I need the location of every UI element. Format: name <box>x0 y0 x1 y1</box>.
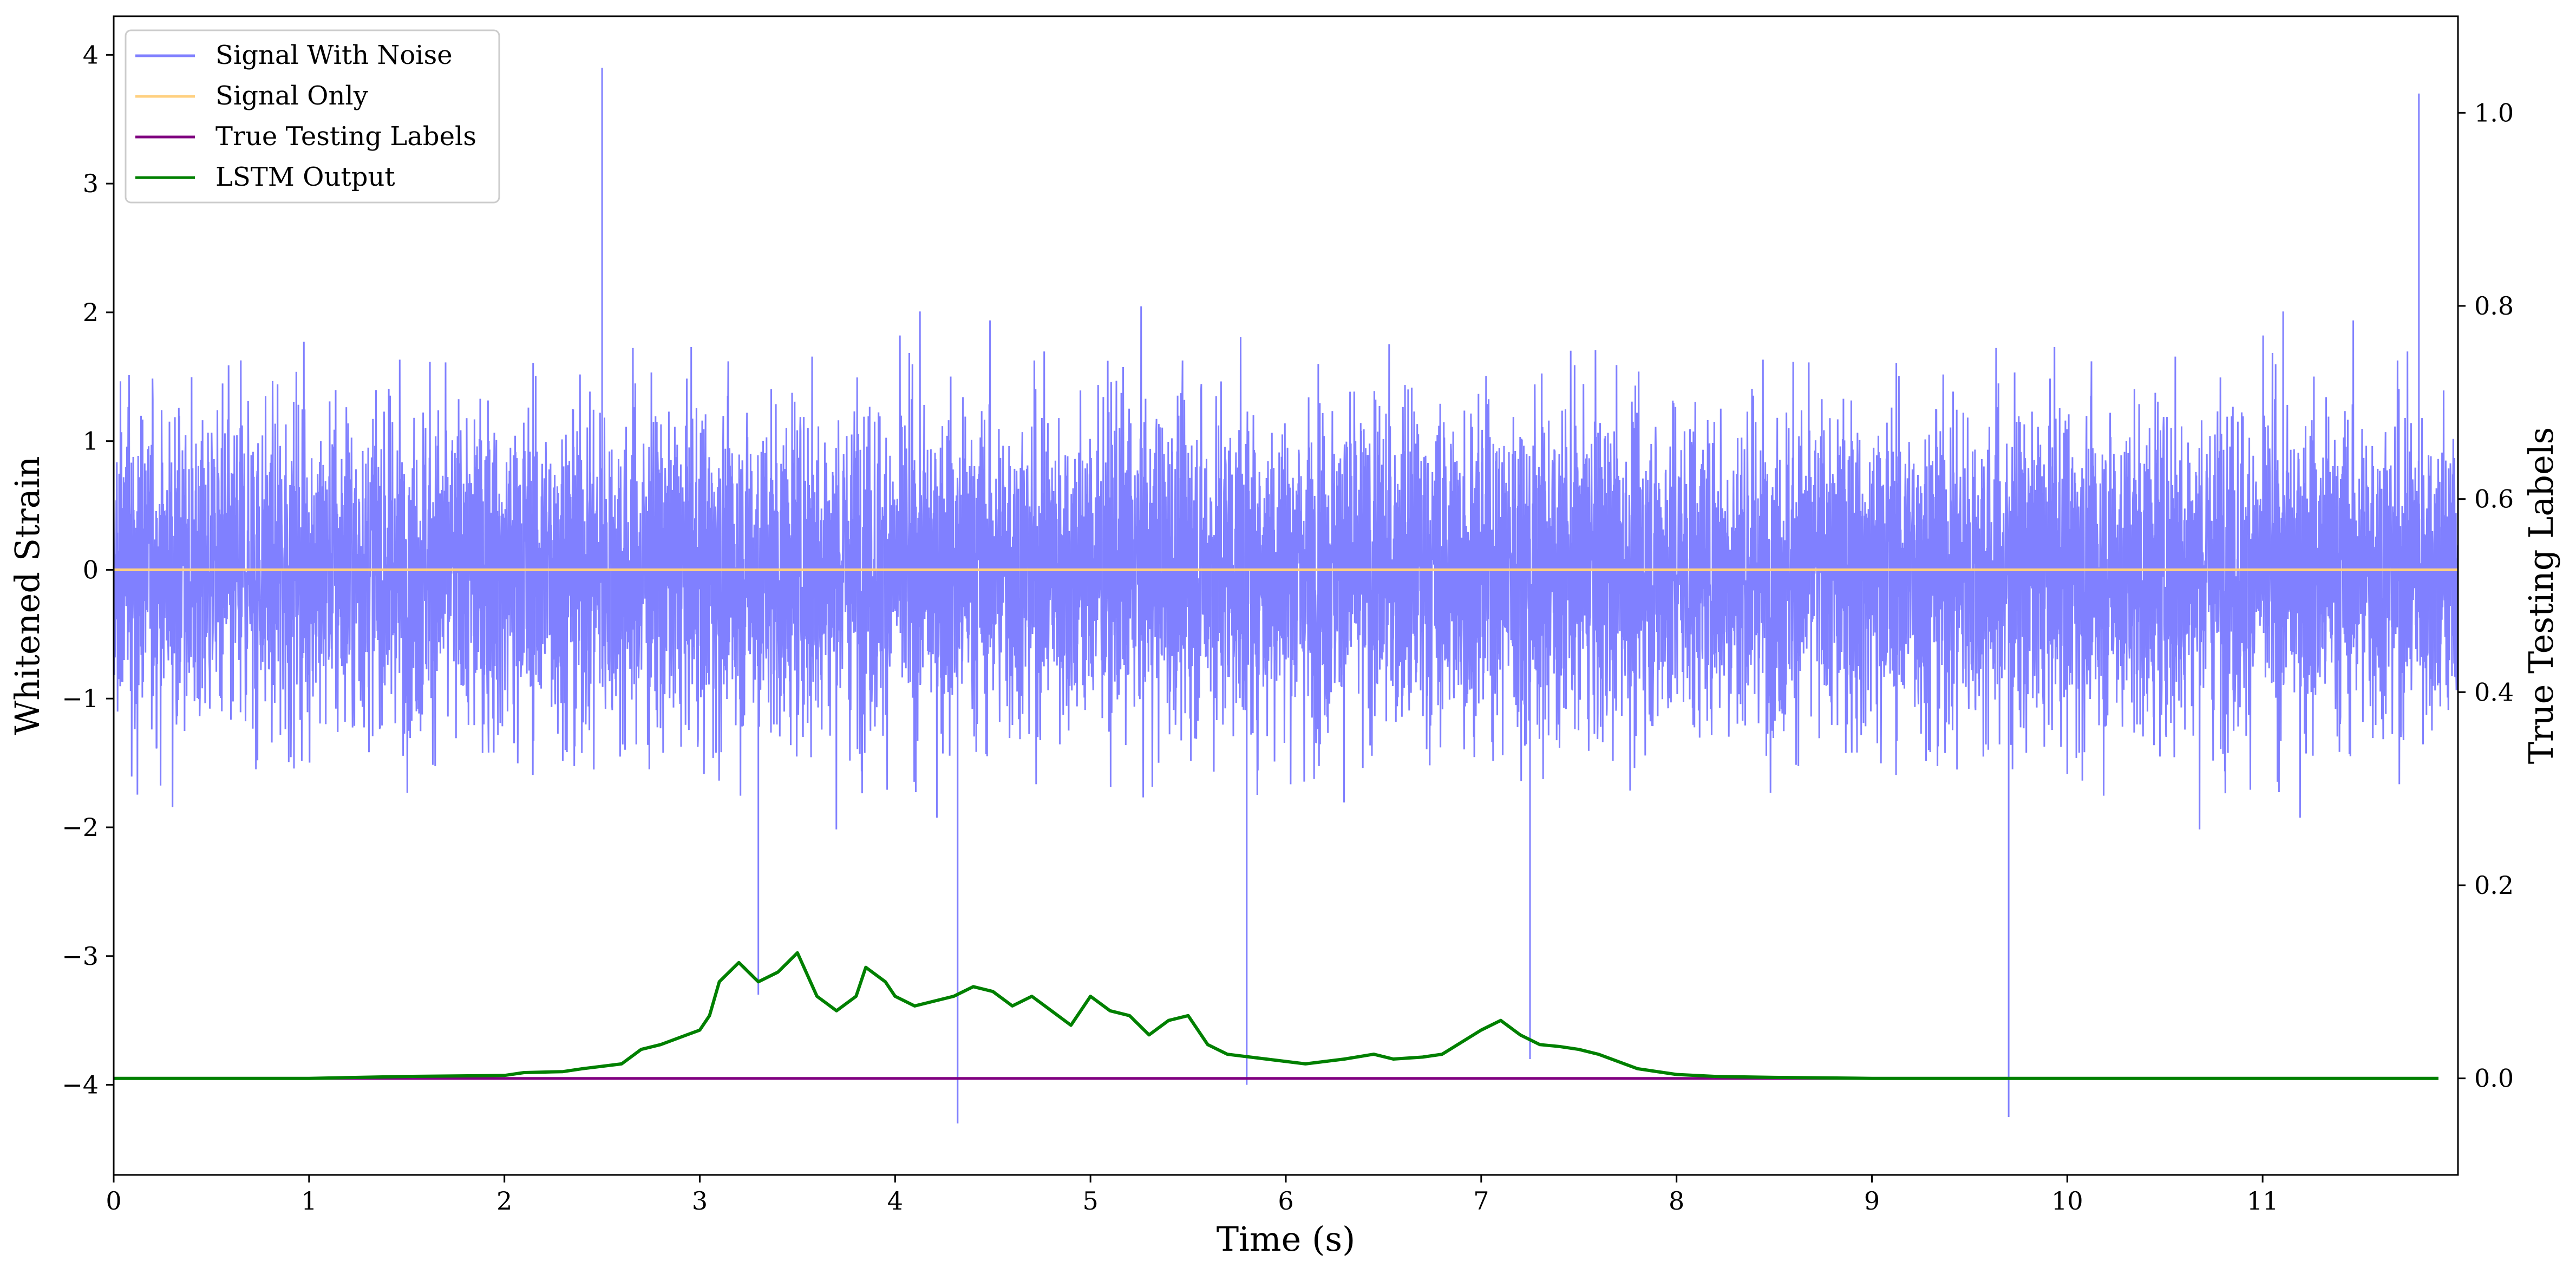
y-right-tick-label: 0.6 <box>2474 485 2514 514</box>
y-right-tick-label: 0.8 <box>2474 291 2514 321</box>
x-tick-label: 10 <box>2051 1186 2083 1216</box>
y-left-tick-label: 4 <box>83 40 99 69</box>
x-tick-label: 5 <box>1083 1186 1099 1216</box>
x-tick-label: 11 <box>2247 1186 2279 1216</box>
y-left-tick-label: 0 <box>83 555 99 584</box>
legend-box <box>125 29 500 204</box>
legend-label-signal-with-noise: Signal With Noise <box>215 40 453 70</box>
legend-label-true-testing-labels: True Testing Labels <box>215 121 476 152</box>
y-right-tick-label: 0.4 <box>2474 677 2514 707</box>
legend-label-signal-only: Signal Only <box>215 81 368 111</box>
y-left-tick-label: −3 <box>62 942 99 971</box>
y-left-tick-label: −1 <box>62 684 99 713</box>
series-signal-with-noise <box>114 68 2458 1123</box>
y-axis-right-label: True Testing Labels <box>2521 427 2561 765</box>
legend: Signal With Noise Signal Only True Testi… <box>125 29 500 204</box>
x-tick-label: 7 <box>1473 1186 1489 1216</box>
x-tick-label: 6 <box>1278 1186 1293 1216</box>
x-tick-label: 0 <box>106 1186 121 1216</box>
x-tick-label: 8 <box>1669 1186 1684 1216</box>
y-left-tick-label: 1 <box>83 427 99 456</box>
y-left-tick-label: 3 <box>83 169 99 198</box>
y-right-tick-label: 0.2 <box>2474 871 2514 900</box>
y-left-tick-label: 2 <box>83 298 99 327</box>
y-right-tick-label: 1.0 <box>2474 98 2514 127</box>
series-layer <box>114 68 2458 1123</box>
y-left-tick-label: −4 <box>62 1070 99 1100</box>
y-left-tick-label: −2 <box>62 813 99 842</box>
x-tick-label: 3 <box>692 1186 708 1216</box>
x-tick-label: 1 <box>301 1186 317 1216</box>
y-right-tick-label: 0.0 <box>2474 1064 2514 1093</box>
y-axis-left-label: Whitened Strain <box>8 456 47 735</box>
legend-label-lstm-output: LSTM Output <box>215 162 395 192</box>
axes-layer: 0 1 2 3 4 5 6 7 8 9 10 1143210−1−2−3−41.00.80.60.40… <box>62 40 2514 1216</box>
x-axis-label: Time (s) <box>1217 1219 1356 1259</box>
x-tick-label: 4 <box>887 1186 903 1216</box>
x-tick-label: 9 <box>1864 1186 1880 1216</box>
x-tick-label: 2 <box>496 1186 512 1216</box>
series-lstm-output <box>114 951 2438 1080</box>
